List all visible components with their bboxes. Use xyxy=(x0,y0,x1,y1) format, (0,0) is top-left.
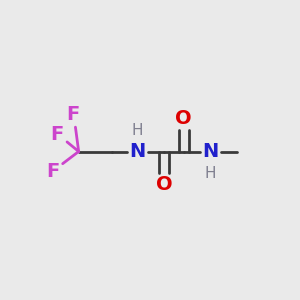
Text: N: N xyxy=(202,142,218,161)
Text: N: N xyxy=(130,142,146,161)
Text: H: H xyxy=(205,166,216,181)
Text: F: F xyxy=(46,162,59,181)
Text: F: F xyxy=(66,105,79,124)
Text: O: O xyxy=(176,109,192,128)
Text: O: O xyxy=(156,176,172,194)
Text: F: F xyxy=(51,125,64,144)
Text: H: H xyxy=(132,123,143,138)
